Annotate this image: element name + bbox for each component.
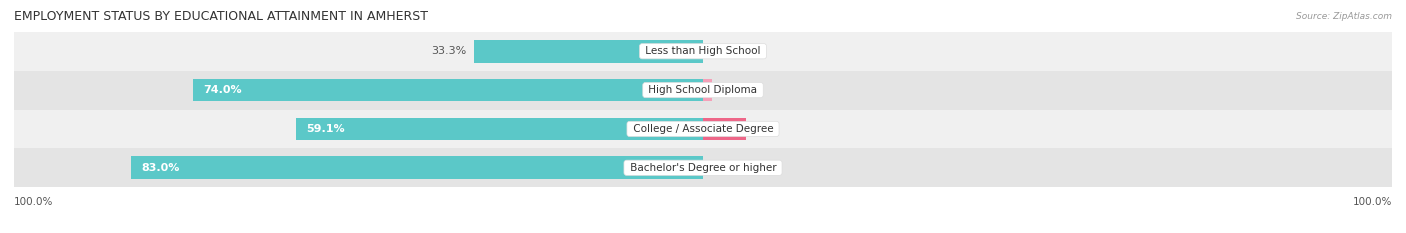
Bar bbox=[14, 110, 1392, 148]
Text: 0.0%: 0.0% bbox=[710, 46, 738, 56]
Text: Less than High School: Less than High School bbox=[643, 46, 763, 56]
Bar bbox=[703, 79, 711, 101]
Bar bbox=[14, 32, 1392, 71]
Text: 74.0%: 74.0% bbox=[204, 85, 242, 95]
Bar bbox=[703, 118, 745, 140]
Text: 59.1%: 59.1% bbox=[307, 124, 344, 134]
Bar bbox=[474, 40, 703, 62]
Text: Source: ZipAtlas.com: Source: ZipAtlas.com bbox=[1296, 12, 1392, 21]
Bar bbox=[295, 118, 703, 140]
Text: High School Diploma: High School Diploma bbox=[645, 85, 761, 95]
Text: 100.0%: 100.0% bbox=[1353, 197, 1392, 207]
Text: Bachelor's Degree or higher: Bachelor's Degree or higher bbox=[627, 163, 779, 173]
Text: 0.0%: 0.0% bbox=[710, 163, 738, 173]
Text: 1.3%: 1.3% bbox=[718, 85, 747, 95]
Text: 6.2%: 6.2% bbox=[707, 124, 738, 134]
Bar bbox=[14, 148, 1392, 187]
Bar bbox=[193, 79, 703, 101]
Bar bbox=[131, 157, 703, 179]
Text: 83.0%: 83.0% bbox=[142, 163, 180, 173]
Bar bbox=[14, 71, 1392, 110]
Text: EMPLOYMENT STATUS BY EDUCATIONAL ATTAINMENT IN AMHERST: EMPLOYMENT STATUS BY EDUCATIONAL ATTAINM… bbox=[14, 10, 427, 23]
Text: College / Associate Degree: College / Associate Degree bbox=[630, 124, 776, 134]
Text: 100.0%: 100.0% bbox=[14, 197, 53, 207]
Text: 33.3%: 33.3% bbox=[432, 46, 467, 56]
